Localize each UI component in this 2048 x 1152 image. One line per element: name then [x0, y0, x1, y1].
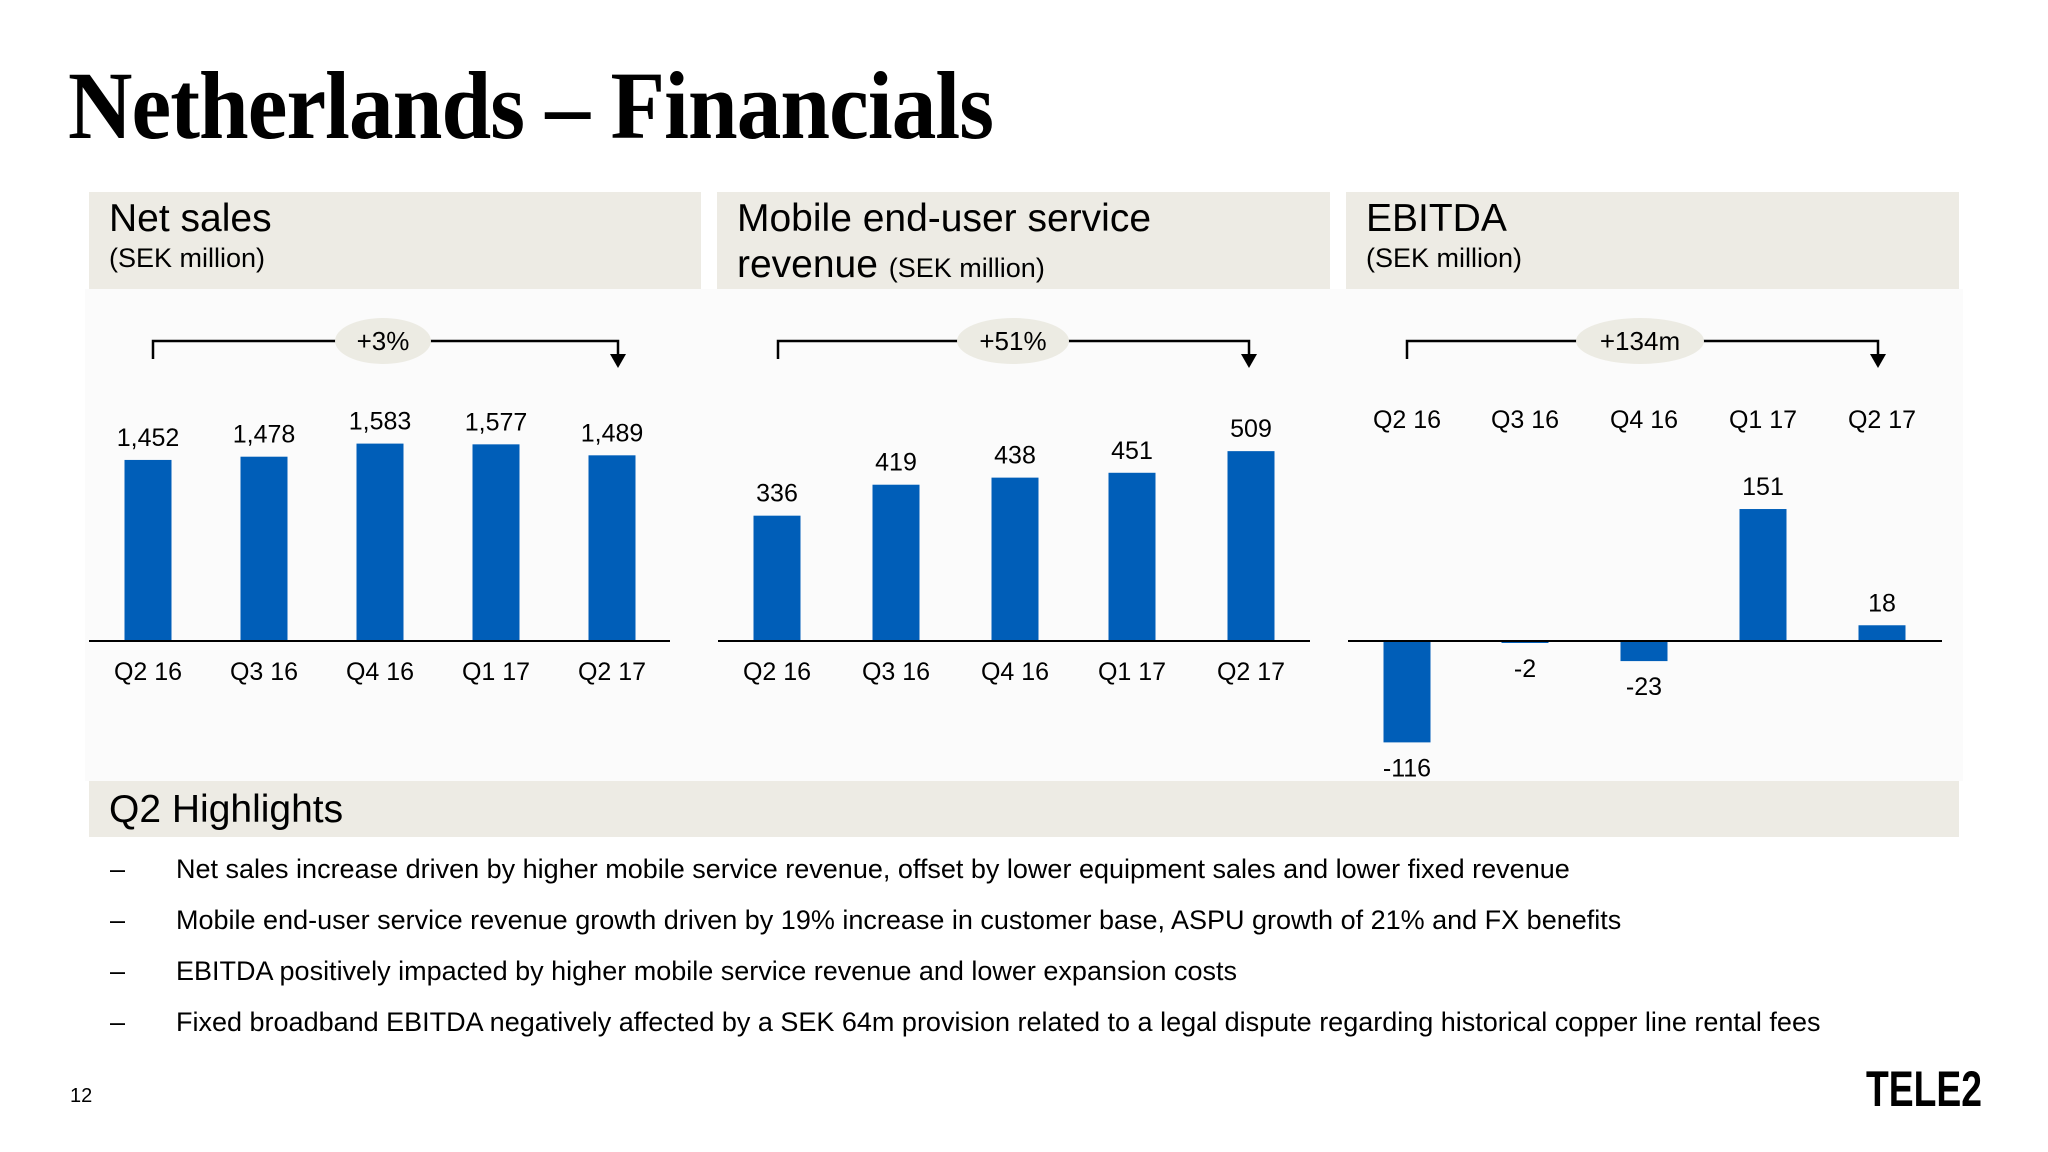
category-label: Q2 17 — [1217, 658, 1285, 686]
bar-q4-16 — [991, 477, 1039, 641]
value-label: 336 — [756, 480, 798, 508]
category-label: Q3 16 — [1491, 406, 1559, 434]
net-sales-unit: (SEK million) — [109, 243, 266, 273]
bar-q3-16 — [240, 456, 288, 641]
category-label: Q2 17 — [1848, 406, 1916, 434]
highlight-text: EBITDA positively impacted by higher mob… — [176, 956, 1238, 986]
value-label: 1,489 — [581, 419, 644, 447]
growth-pill — [957, 318, 1069, 364]
bullet-dash: – — [110, 905, 126, 935]
growth-label: +3% — [357, 326, 410, 356]
bar-q1-17 — [1108, 472, 1156, 641]
category-label: Q2 16 — [114, 658, 182, 686]
ebitda-header: EBITDA (SEK million) — [1346, 192, 1959, 289]
category-label: Q2 16 — [743, 658, 811, 686]
value-label: 1,478 — [233, 421, 296, 449]
page-number: 12 — [70, 1085, 93, 1107]
ebitda-unit: (SEK million) — [1366, 243, 1523, 273]
bar-q2-17 — [1227, 451, 1275, 641]
value-label: -23 — [1626, 673, 1662, 701]
bar-q2-17 — [588, 455, 636, 641]
value-label: -2 — [1514, 655, 1536, 683]
bullet-dash: – — [110, 854, 126, 884]
bar-q4-16 — [1620, 641, 1668, 662]
category-label: Q4 16 — [1610, 406, 1678, 434]
highlight-text: Net sales increase driven by higher mobi… — [176, 854, 1570, 884]
bar-q2-16 — [1383, 641, 1431, 743]
value-label: 419 — [875, 449, 917, 477]
mobile-revenue-unit: (SEK million) — [888, 253, 1045, 283]
value-label: 509 — [1230, 415, 1272, 443]
bar-q1-17 — [472, 444, 520, 641]
mobile-revenue-title-line2: revenue — [737, 243, 878, 286]
bar-q2-17 — [1858, 625, 1906, 641]
value-label: 451 — [1111, 437, 1153, 465]
category-label: Q4 16 — [346, 658, 414, 686]
category-label: Q1 17 — [1729, 406, 1797, 434]
growth-arrow-icon — [1241, 354, 1257, 368]
category-label: Q3 16 — [230, 658, 298, 686]
bar-q2-16 — [124, 459, 172, 641]
growth-label: +51% — [979, 326, 1046, 356]
bar-q2-16 — [753, 515, 801, 641]
bar-q1-17 — [1739, 509, 1787, 641]
growth-pill — [1576, 318, 1704, 364]
mobile-revenue-header: Mobile end-user service revenue (SEK mil… — [717, 192, 1330, 289]
value-label: 438 — [994, 442, 1036, 470]
mobile-revenue-title-line1: Mobile end-user service — [737, 197, 1152, 240]
highlights-header: Q2 Highlights — [89, 781, 1959, 837]
bullet-dash: – — [110, 1007, 126, 1037]
value-label: 18 — [1868, 589, 1896, 617]
category-label: Q2 17 — [578, 658, 646, 686]
bar-q4-16 — [356, 443, 404, 641]
highlight-text: Fixed broadband EBITDA negatively affect… — [176, 1007, 1821, 1037]
category-label: Q1 17 — [462, 658, 530, 686]
category-label: Q2 16 — [1373, 406, 1441, 434]
bar-q3-16 — [872, 484, 920, 641]
value-label: -116 — [1383, 754, 1431, 782]
net-sales-header: Net sales (SEK million) — [89, 192, 701, 289]
value-label: 151 — [1742, 473, 1784, 501]
value-label: 1,583 — [349, 408, 412, 436]
growth-arrow-icon — [610, 354, 626, 368]
bullet-dash: – — [110, 956, 126, 986]
ebitda-title: EBITDA — [1366, 197, 1507, 240]
logo-text: TELE2 — [1866, 1062, 1982, 1112]
value-label: 1,452 — [117, 424, 180, 452]
growth-pill — [335, 318, 431, 364]
category-label: Q4 16 — [981, 658, 1049, 686]
page-title: Netherlands – Financials — [68, 52, 994, 159]
category-label: Q3 16 — [862, 658, 930, 686]
highlight-text: Mobile end-user service revenue growth d… — [176, 905, 1622, 935]
value-label: 1,577 — [465, 408, 528, 436]
net-sales-title: Net sales — [109, 197, 272, 240]
growth-label: +134m — [1600, 326, 1680, 356]
tele2-logo: TELE2 — [1866, 1062, 1982, 1112]
category-label: Q1 17 — [1098, 658, 1166, 686]
growth-arrow-icon — [1870, 354, 1886, 368]
